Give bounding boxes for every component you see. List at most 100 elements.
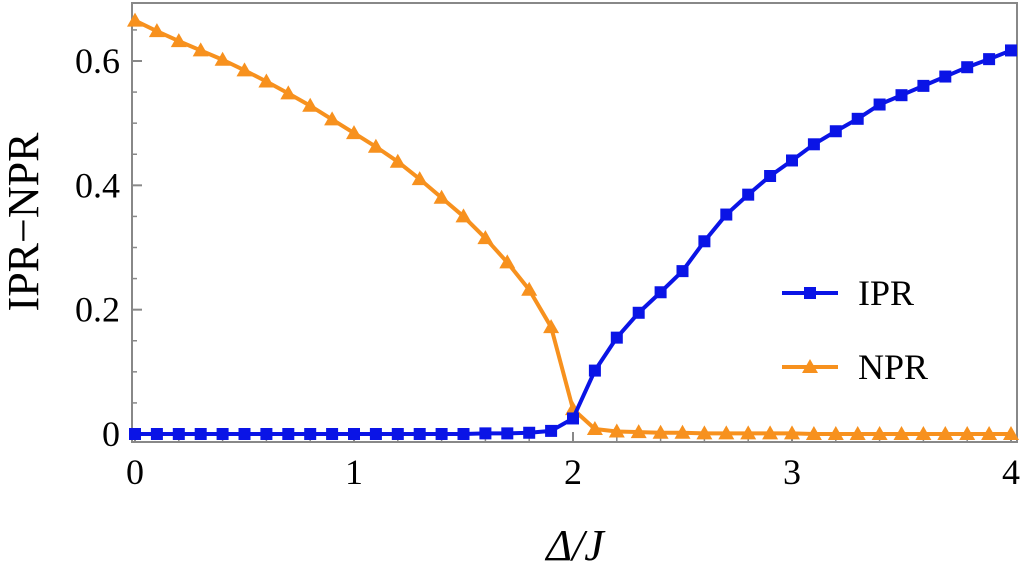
- ipr-point: [348, 428, 360, 440]
- series-npr: [127, 12, 1019, 440]
- ipr-point: [961, 61, 974, 74]
- legend-item-ipr: IPR: [782, 273, 914, 313]
- y-tick-label: 0: [102, 414, 120, 454]
- ipr-point: [435, 428, 448, 440]
- legend-label: IPR: [858, 273, 914, 313]
- npr-point: [499, 254, 516, 269]
- legend-marker: [802, 359, 818, 373]
- npr-point: [784, 425, 800, 440]
- npr-point: [1003, 426, 1019, 440]
- ipr-point: [567, 412, 579, 425]
- ipr-point: [764, 170, 777, 183]
- x-tick-label: 3: [783, 452, 801, 492]
- npr-point: [718, 425, 735, 440]
- npr-point: [674, 424, 691, 439]
- npr-point: [543, 319, 560, 334]
- ipr-point: [632, 306, 645, 319]
- npr-point: [192, 42, 209, 57]
- x-tick-label: 2: [564, 452, 582, 492]
- npr-point: [477, 230, 494, 245]
- ipr-point: [326, 428, 339, 440]
- ipr-point: [873, 98, 886, 111]
- ipr-point: [501, 427, 514, 440]
- npr-point: [893, 426, 910, 440]
- ipr-point: [829, 125, 842, 138]
- ipr-point: [216, 428, 229, 440]
- npr-point: [346, 125, 362, 140]
- npr-point: [324, 111, 341, 126]
- ipr-point: [391, 428, 404, 440]
- ipr-point: [983, 53, 996, 66]
- legend-item-npr: NPR: [782, 347, 928, 387]
- plot-frame: [131, 2, 1018, 443]
- y-tick-label: 0.6: [75, 41, 120, 81]
- npr-point: [127, 12, 143, 27]
- x-axis-title: Δ/J: [544, 521, 606, 570]
- legend: IPR NPR: [782, 273, 928, 387]
- ipr-point: [698, 235, 711, 248]
- npr-point: [148, 23, 165, 38]
- ipr-point: [720, 208, 733, 221]
- ipr-point: [172, 428, 185, 440]
- x-tick-label: 4: [1002, 452, 1020, 492]
- series-ipr: [129, 44, 1017, 440]
- npr-point: [586, 421, 603, 436]
- ipr-point: [807, 138, 820, 151]
- npr-point: [959, 426, 976, 440]
- ipr-point: [588, 364, 601, 377]
- npr-point: [236, 62, 253, 77]
- npr-point: [915, 426, 932, 440]
- ipr-point: [742, 188, 755, 201]
- ipr-point: [129, 428, 141, 440]
- y-axis: 0 0.2 0.4 0.6: [75, 29, 142, 454]
- npr-point: [652, 424, 669, 439]
- x-tick-label: 0: [126, 452, 144, 492]
- npr-point: [411, 171, 428, 186]
- ipr-point: [545, 424, 558, 437]
- plot-series: [127, 12, 1019, 440]
- npr-point: [849, 426, 866, 440]
- ipr-point: [676, 265, 689, 278]
- npr-point: [608, 423, 625, 438]
- y-tick-label: 0.4: [75, 165, 120, 205]
- legend-marker: [804, 287, 816, 299]
- y-tick-label: 0.2: [75, 290, 120, 330]
- npr-point: [280, 85, 297, 100]
- npr-point: [740, 425, 757, 440]
- npr-point: [981, 426, 998, 440]
- y-axis-title: IPR−NPR: [0, 132, 48, 312]
- ipr-point: [413, 428, 426, 440]
- npr-point: [696, 425, 713, 440]
- npr-point: [805, 426, 822, 440]
- ipr-point: [917, 79, 930, 92]
- ipr-point: [479, 427, 492, 440]
- ipr-point: [786, 154, 798, 167]
- ipr-point: [238, 428, 251, 440]
- npr-point: [871, 426, 888, 440]
- npr-point: [762, 425, 779, 440]
- x-tick-label: 1: [345, 452, 363, 492]
- ipr-point: [1005, 44, 1017, 57]
- ipr-point: [939, 70, 952, 83]
- ipr-point: [457, 428, 470, 440]
- npr-point: [630, 424, 647, 439]
- npr-point: [521, 281, 538, 296]
- ipr-point: [654, 286, 667, 299]
- ipr-point: [523, 426, 536, 439]
- ipr-point: [369, 428, 382, 440]
- npr-point: [258, 73, 275, 88]
- npr-point: [367, 138, 384, 153]
- npr-point: [170, 33, 187, 48]
- ipr-point: [150, 428, 163, 440]
- npr-point: [937, 426, 954, 440]
- ipr-point: [304, 428, 317, 440]
- ipr-point: [260, 428, 273, 440]
- ipr-point: [851, 112, 864, 125]
- npr-point: [455, 208, 472, 223]
- ipr-point: [194, 428, 207, 440]
- npr-point: [389, 153, 406, 168]
- ipr-point: [895, 89, 908, 102]
- legend-label: NPR: [858, 347, 928, 387]
- npr-point: [433, 189, 450, 204]
